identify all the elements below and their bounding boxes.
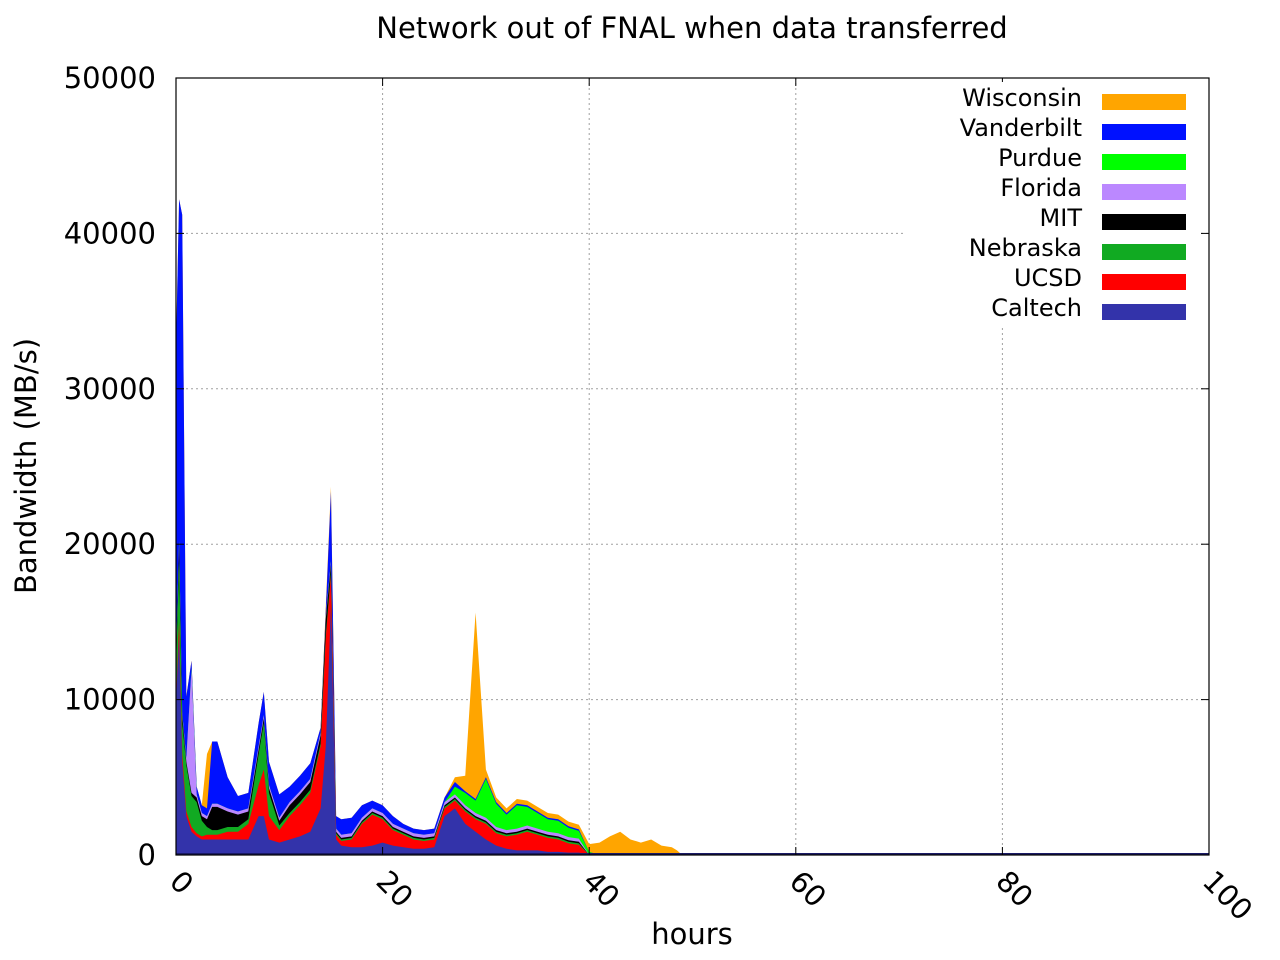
legend-swatch-vanderbilt [1102, 124, 1186, 140]
legend-label-florida: Florida [1000, 174, 1082, 202]
x-tick-label: 0 [163, 864, 200, 901]
y-tick-label: 40000 [64, 216, 156, 250]
y-tick-label: 10000 [64, 683, 156, 717]
y-tick-label: 50000 [64, 61, 156, 95]
series-area-mit [176, 544, 1209, 855]
legend-swatch-wisconsin [1102, 94, 1186, 110]
x-tick-label: 20 [370, 864, 420, 914]
x-tick-label: 80 [989, 864, 1039, 914]
x-tick-label: 100 [1196, 864, 1259, 927]
legend-label-mit: MIT [1040, 204, 1083, 232]
x-axis-label: hours [651, 917, 733, 951]
legend-swatch-nebraska [1102, 244, 1186, 260]
legend: WisconsinVanderbiltPurdueFloridaMITNebra… [905, 82, 1201, 327]
legend-label-vanderbilt: Vanderbilt [960, 114, 1082, 142]
y-tick-label: 20000 [64, 527, 156, 561]
series-area-caltech [176, 606, 1209, 855]
legend-label-caltech: Caltech [991, 294, 1082, 322]
legend-label-ucsd: UCSD [1014, 264, 1082, 292]
legend-label-wisconsin: Wisconsin [962, 84, 1082, 112]
legend-swatch-mit [1102, 214, 1186, 230]
chart-title: Network out of FNAL when data transferre… [376, 11, 1007, 45]
y-axis-label: Bandwidth (MB/s) [9, 338, 43, 594]
plot-frame [175, 77, 1210, 856]
legend-label-purdue: Purdue [998, 144, 1082, 172]
y-tick-label: 30000 [64, 372, 156, 406]
legend-swatch-caltech [1102, 304, 1186, 320]
legend-swatch-florida [1102, 184, 1186, 200]
x-tick-label: 60 [783, 864, 833, 914]
legend-swatch-purdue [1102, 154, 1186, 170]
y-axis-ticks: 0 10000 20000 30000 40000 50000 [64, 61, 1209, 872]
legend-swatch-ucsd [1102, 274, 1186, 290]
series-area-nebraska [176, 559, 1209, 855]
y-tick-label: 0 [138, 838, 156, 872]
x-tick-label: 40 [576, 864, 626, 914]
stacked-areas [176, 199, 1209, 855]
legend-label-nebraska: Nebraska [969, 234, 1082, 262]
